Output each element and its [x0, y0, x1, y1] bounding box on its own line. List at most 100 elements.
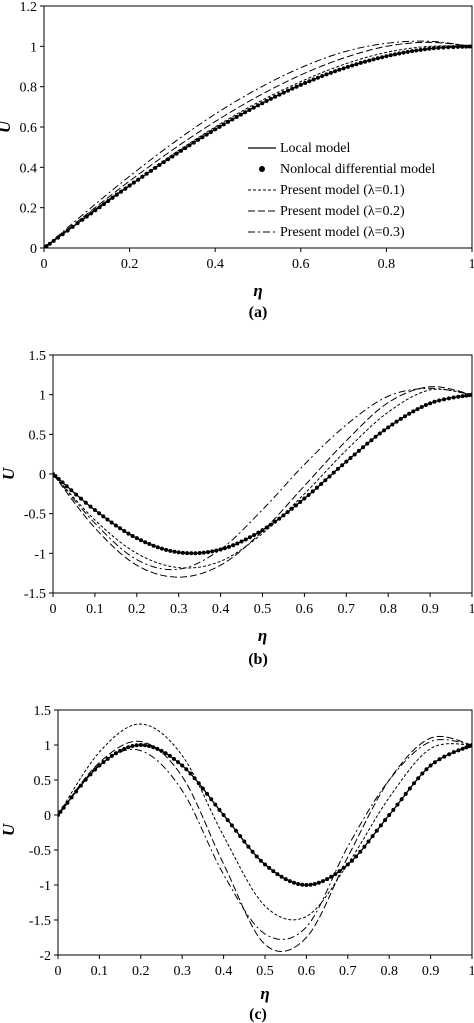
- series-point: [314, 485, 319, 490]
- x-tick-label: 0.6: [292, 257, 310, 272]
- y-tick-label: 1.5: [34, 704, 52, 719]
- x-tick-label: 0.9: [421, 602, 439, 617]
- x-tick-label: 0.5: [256, 964, 274, 979]
- series-point: [337, 67, 342, 72]
- series-point: [397, 51, 402, 56]
- series-point: [437, 757, 442, 762]
- series-point: [97, 763, 102, 768]
- x-tick-label: 0.2: [121, 257, 139, 272]
- series-point: [118, 748, 123, 753]
- series-point: [229, 823, 234, 828]
- series-point: [371, 57, 376, 62]
- series-point: [456, 748, 461, 753]
- series-point: [420, 771, 425, 776]
- series-point: [423, 403, 428, 408]
- series-point: [290, 86, 295, 91]
- series-point: [130, 744, 135, 749]
- y-tick-label: -1: [34, 547, 46, 562]
- series-point: [155, 545, 160, 550]
- series-point: [281, 513, 286, 518]
- series-point: [279, 874, 284, 879]
- x-tick-label: 0: [41, 257, 48, 272]
- series-point: [205, 791, 210, 796]
- series-point: [204, 132, 209, 137]
- series-point: [188, 771, 193, 776]
- series-point: [260, 101, 265, 106]
- series-point: [414, 48, 419, 53]
- series-point: [358, 60, 363, 65]
- series-point: [172, 549, 177, 554]
- series-point: [250, 849, 255, 854]
- series-point: [122, 529, 127, 534]
- series-point: [424, 767, 429, 772]
- series-point: [388, 53, 393, 58]
- series-point: [304, 883, 309, 887]
- x-tick-label: 1: [469, 964, 474, 979]
- series-point: [415, 407, 420, 412]
- series-point: [118, 526, 123, 531]
- series-point: [109, 520, 114, 525]
- series-point: [311, 77, 316, 82]
- x-tick-label: 0.3: [173, 964, 191, 979]
- series-point: [151, 745, 156, 750]
- series-point: [69, 488, 74, 493]
- series-point: [352, 452, 357, 457]
- series-point: [310, 489, 315, 494]
- series-point: [267, 865, 272, 870]
- series-point: [392, 52, 397, 57]
- series-point: [208, 129, 213, 134]
- legend-label: Present model (λ=0.2): [280, 204, 405, 219]
- series-point: [298, 499, 303, 504]
- series-point: [138, 743, 143, 747]
- series-point: [106, 198, 111, 203]
- series-point: [303, 81, 308, 86]
- x-tick-label: 0.6: [296, 602, 314, 617]
- series-point: [306, 493, 311, 498]
- series-line-5: [53, 387, 472, 571]
- y-tick-label: -1.5: [24, 587, 46, 602]
- series-point: [394, 419, 399, 424]
- series-point: [164, 547, 169, 552]
- series-point: [234, 828, 239, 833]
- series-point: [335, 466, 340, 471]
- series-point: [246, 844, 251, 849]
- series-point: [398, 416, 403, 421]
- series-point: [428, 763, 433, 768]
- panel-label: (b): [248, 651, 268, 668]
- series-point: [239, 539, 244, 544]
- series-point: [427, 46, 432, 51]
- x-axis-title: η: [258, 626, 267, 645]
- series-point: [238, 834, 243, 839]
- series-point: [382, 428, 387, 433]
- series-line-3: [44, 45, 472, 248]
- series-point: [285, 88, 290, 93]
- series-point: [362, 844, 367, 849]
- series-point: [206, 550, 211, 555]
- y-tick-label: 1.2: [20, 0, 38, 15]
- series-point: [231, 543, 236, 548]
- series-line-4: [53, 386, 472, 578]
- series-point: [412, 781, 417, 786]
- series-point: [320, 74, 325, 79]
- series-point: [254, 854, 259, 859]
- series-point: [277, 92, 282, 97]
- series-point: [185, 551, 190, 556]
- series-point: [356, 448, 361, 453]
- series-point: [143, 540, 148, 545]
- series-point: [291, 880, 296, 885]
- series-point: [320, 879, 325, 884]
- x-tick-label: 0.2: [132, 964, 150, 979]
- series-point: [243, 110, 248, 115]
- y-tick-label: 1: [44, 739, 51, 754]
- series-point: [350, 63, 355, 68]
- series-point: [263, 862, 267, 867]
- series-point: [331, 470, 336, 475]
- series-point: [451, 395, 456, 400]
- series-point: [196, 137, 201, 142]
- series-point: [369, 438, 374, 443]
- series-point: [296, 881, 301, 886]
- series-point: [234, 115, 239, 120]
- series-point: [142, 743, 147, 748]
- series-point: [275, 872, 280, 877]
- y-tick-label: -0.5: [29, 844, 51, 859]
